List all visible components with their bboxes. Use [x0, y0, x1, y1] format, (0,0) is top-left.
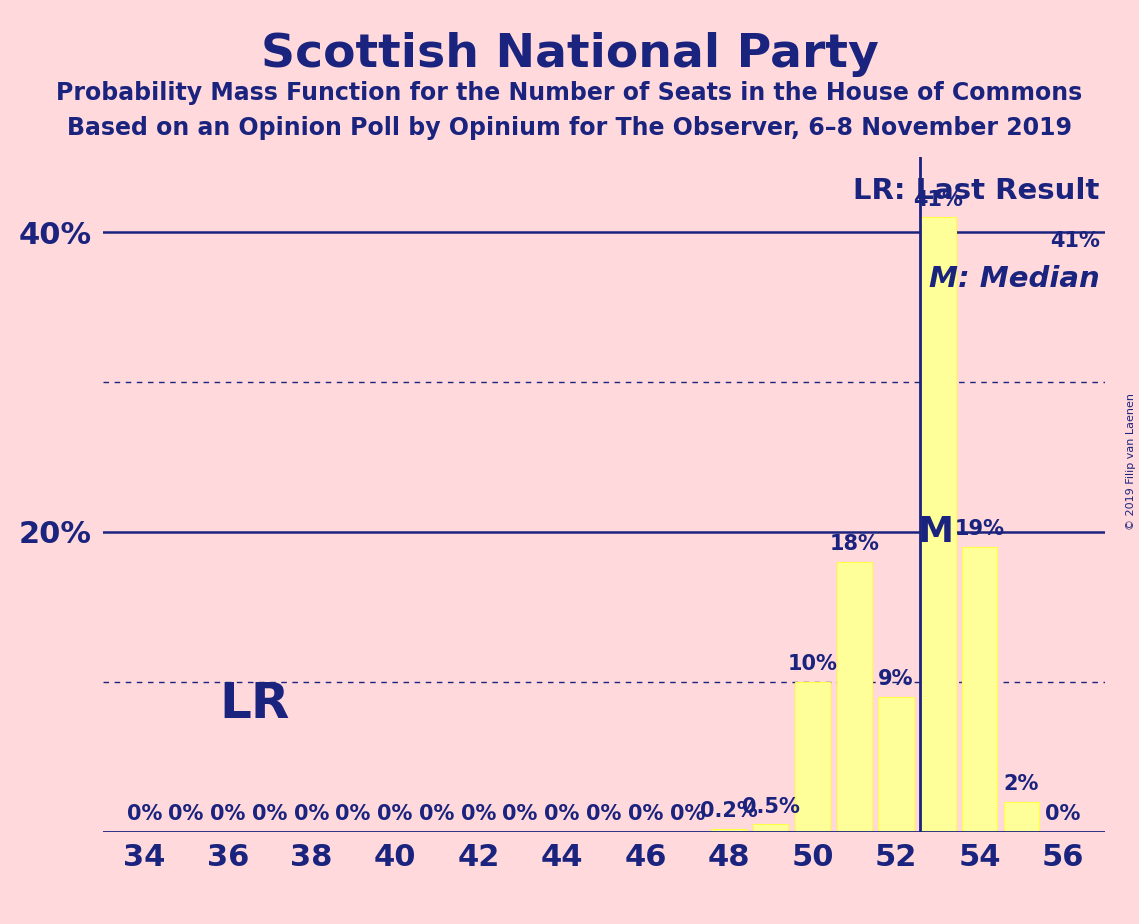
- Text: 0%: 0%: [502, 804, 538, 824]
- Bar: [1003, 802, 1039, 832]
- Text: LR: Last Result: LR: Last Result: [853, 177, 1100, 205]
- Text: 0%: 0%: [628, 804, 663, 824]
- Text: 0.5%: 0.5%: [741, 796, 800, 817]
- Text: M: Median: M: Median: [929, 265, 1100, 293]
- Text: 41%: 41%: [1050, 231, 1100, 251]
- Bar: [920, 217, 956, 832]
- Bar: [795, 682, 830, 832]
- Text: 0%: 0%: [335, 804, 371, 824]
- Text: LR: LR: [220, 680, 289, 728]
- Text: 0%: 0%: [419, 804, 454, 824]
- Bar: [961, 547, 998, 832]
- Text: 0%: 0%: [169, 804, 204, 824]
- Text: 0%: 0%: [670, 804, 705, 824]
- Text: 0%: 0%: [252, 804, 287, 824]
- Text: M: M: [918, 515, 953, 549]
- Text: 0%: 0%: [460, 804, 497, 824]
- Text: © 2019 Filip van Laenen: © 2019 Filip van Laenen: [1126, 394, 1136, 530]
- Bar: [836, 562, 872, 832]
- Text: 0%: 0%: [126, 804, 162, 824]
- Bar: [878, 697, 913, 832]
- Text: 0%: 0%: [294, 804, 329, 824]
- Text: 0%: 0%: [544, 804, 580, 824]
- Text: Probability Mass Function for the Number of Seats in the House of Commons: Probability Mass Function for the Number…: [56, 81, 1083, 105]
- Text: 0.2%: 0.2%: [700, 801, 757, 821]
- Text: Based on an Opinion Poll by Opinium for The Observer, 6–8 November 2019: Based on an Opinion Poll by Opinium for …: [67, 116, 1072, 140]
- Text: 2%: 2%: [1003, 774, 1039, 794]
- Text: 0%: 0%: [585, 804, 622, 824]
- Bar: [753, 824, 788, 832]
- Bar: [711, 829, 747, 832]
- Text: 0%: 0%: [210, 804, 246, 824]
- Text: 19%: 19%: [954, 519, 1005, 540]
- Text: 10%: 10%: [787, 654, 837, 675]
- Text: 9%: 9%: [878, 669, 913, 689]
- Text: Scottish National Party: Scottish National Party: [261, 32, 878, 78]
- Text: 41%: 41%: [912, 189, 962, 210]
- Text: 18%: 18%: [829, 534, 879, 554]
- Text: 0%: 0%: [1046, 804, 1081, 824]
- Text: 0%: 0%: [377, 804, 412, 824]
